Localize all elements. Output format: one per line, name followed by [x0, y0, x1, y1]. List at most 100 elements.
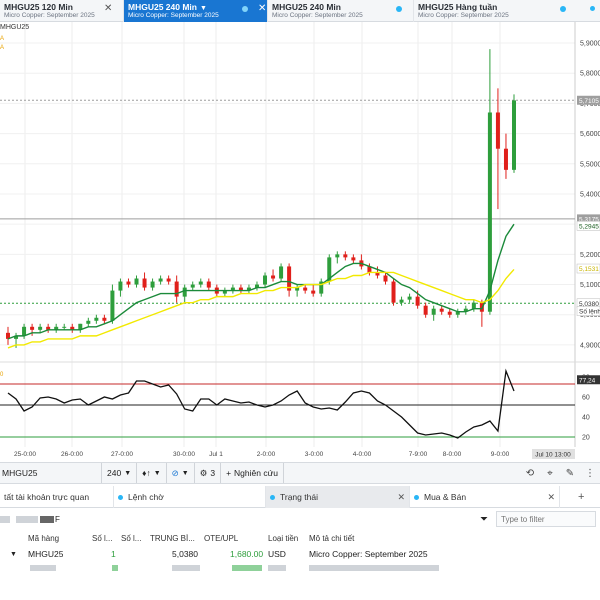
tab-buy-sell[interactable]: Mua & Bán ✕ — [410, 486, 560, 508]
tab-pending-orders[interactable]: Lệnh chờ — [114, 486, 266, 508]
panel-add[interactable]: + — [560, 486, 600, 508]
crosshair-icon[interactable]: ⌖ — [547, 467, 553, 479]
candle-body — [230, 287, 235, 291]
price-tick-label: 4,9000 — [580, 342, 600, 349]
candle-body — [126, 281, 131, 285]
oscillator-label: 0 — [0, 372, 4, 378]
eye-off-icon: ⊘ — [171, 467, 179, 478]
reset-icon[interactable]: ⟲ — [525, 467, 535, 479]
indicator-count: 3 — [210, 468, 216, 478]
research-label: Nghiên cứu — [234, 468, 279, 478]
cell-description: Micro Copper: September 2025 — [309, 549, 428, 559]
candle-body — [383, 275, 388, 282]
time-axis-label: 8-0:00 — [443, 451, 462, 458]
redacted-text — [30, 565, 56, 571]
close-icon[interactable]: ✕ — [258, 3, 267, 14]
column-header[interactable]: Mã hàng — [28, 533, 60, 543]
more-icon[interactable]: ⋮ — [585, 467, 595, 479]
pen-icon[interactable]: ✎ — [565, 467, 575, 479]
indicator-label: A — [0, 36, 5, 42]
candle-body — [319, 281, 324, 294]
candle-body — [198, 281, 203, 285]
interval-select[interactable]: 240 ▼ — [102, 463, 138, 483]
visibility-select[interactable]: ⊘ ▼ — [167, 463, 195, 483]
candle-body — [70, 326, 75, 330]
redacted-text — [40, 515, 54, 523]
account-suffix: F — [55, 514, 60, 524]
close-icon[interactable]: ✕ — [397, 491, 405, 502]
price-tick-label: 5,1000 — [580, 282, 600, 289]
filter-input[interactable] — [496, 511, 596, 527]
chart-tab-title: MHGU25 120 Min — [4, 2, 73, 12]
tab-label: Lệnh chờ — [128, 492, 164, 502]
price-chart[interactable]: 5,90005,80005,70005,60005,50005,40005,30… — [0, 22, 600, 462]
candle-body — [54, 326, 59, 330]
oscillator-line — [7, 368, 515, 439]
close-icon[interactable]: ✕ — [547, 491, 555, 502]
expand-icon[interactable]: ▼ — [10, 550, 17, 558]
price-marker-box — [577, 95, 600, 105]
symbol-field[interactable]: MHGU25 — [0, 463, 102, 483]
candle-body — [439, 308, 444, 312]
cell-currency: USD — [268, 549, 286, 559]
candle-body — [447, 311, 452, 315]
column-header[interactable]: Số l... — [92, 533, 113, 543]
candle-body — [102, 317, 107, 321]
panel-tab-bar: tất tài khoản trực quan Lệnh chờ Trạng t… — [0, 486, 600, 508]
candle-body — [423, 305, 428, 315]
oscillator-tick-label: 40 — [582, 415, 590, 422]
candle-body — [78, 323, 83, 330]
chart-symbol-label: MHGU25 — [0, 24, 30, 31]
candle-body — [86, 320, 91, 324]
status-dot-icon — [590, 6, 595, 11]
oscillator-tick-label: 60 — [582, 395, 590, 402]
candle-body — [158, 278, 163, 282]
filter-icon[interactable]: ⏷ — [480, 513, 488, 525]
column-header[interactable]: Mô tả chi tiết — [309, 533, 355, 543]
candle-body — [455, 311, 460, 315]
chart-type-select[interactable]: ♦↑ ▼ — [137, 463, 167, 483]
candle-body — [254, 284, 259, 288]
redacted-text — [172, 565, 200, 571]
candle-body — [279, 266, 284, 279]
candle-body — [512, 100, 516, 170]
close-icon[interactable]: ✕ — [104, 3, 113, 14]
tab-accounts[interactable]: tất tài khoản trực quan — [0, 486, 114, 508]
column-header[interactable]: OTE/UPL — [204, 533, 239, 543]
chart-tab-title: MHGU25 240 Min — [272, 2, 341, 12]
chart-tab-1[interactable]: MHGU25 120 Min Micro Copper: September 2… — [0, 0, 124, 22]
price-marker-box — [577, 214, 600, 224]
status-dot-icon — [242, 6, 248, 12]
chevron-down-icon: ▼ — [124, 469, 132, 477]
chart-tab-subtitle: Micro Copper: September 2025 — [272, 12, 363, 19]
cell-ote-upl: 1,680.00 — [230, 549, 264, 559]
candle-body — [391, 281, 396, 303]
status-dot-icon — [270, 494, 275, 500]
time-axis-label: 3-0:00 — [305, 451, 324, 458]
time-axis-label: 9-0:00 — [491, 451, 510, 458]
column-header[interactable]: Loại tiền — [268, 533, 299, 543]
candle-body — [46, 326, 51, 330]
chevron-down-icon[interactable]: ▼ — [199, 5, 207, 12]
chart-tab-3[interactable]: MHGU25 240 Min Micro Copper: September 2… — [268, 0, 414, 22]
table-row[interactable]: ▼ MHGU25 1 5,0380 1,680.00 USD Micro Cop… — [0, 546, 600, 562]
column-header[interactable]: Số l... — [121, 533, 142, 543]
research-button[interactable]: + Nghiên cứu — [221, 463, 285, 483]
tab-positions[interactable]: Trạng thái ✕ — [266, 486, 410, 508]
time-axis-label: 30-0:00 — [173, 451, 195, 458]
column-header[interactable]: TRUNG BÌ... — [150, 533, 195, 543]
plus-icon[interactable]: + — [578, 491, 585, 503]
candle-body — [287, 266, 292, 291]
moving-average-line — [7, 268, 515, 349]
chart-tab-4[interactable]: MHGU25 Hàng tuần Micro Copper: September… — [414, 0, 600, 22]
candle-body — [150, 281, 155, 288]
indicators-button[interactable]: ⚙ 3 — [195, 463, 222, 483]
chart-tab-2[interactable]: MHGU25 240 Min ▼ Micro Copper: September … — [124, 0, 268, 22]
positions-table-header: Mã hàng Số l... Số l... TRUNG BÌ... OTE/… — [0, 530, 600, 546]
candle-body — [271, 275, 276, 279]
candle-body — [463, 308, 468, 312]
candle-body — [415, 296, 420, 306]
candle-body — [367, 266, 372, 273]
candle-body — [263, 275, 268, 285]
candle-body — [30, 326, 35, 330]
